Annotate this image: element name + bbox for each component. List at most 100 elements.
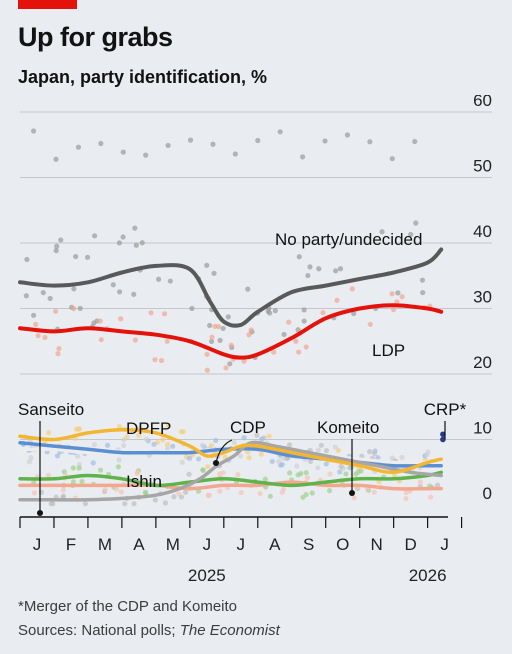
poll-dot: [246, 332, 252, 338]
poll-dot: [323, 461, 329, 467]
poll-dot: [162, 500, 169, 506]
poll-dot: [205, 492, 211, 498]
poll-dot: [170, 443, 176, 449]
poll-dot: [390, 307, 397, 313]
poll-dot: [269, 458, 275, 465]
poll-dot: [148, 310, 154, 316]
poll-dot: [58, 237, 64, 243]
poll-dot: [276, 458, 282, 464]
poll-dot: [334, 297, 340, 303]
chart-subtitle: Japan, party identification, %: [18, 67, 268, 87]
poll-dot: [220, 325, 226, 332]
poll-dot: [307, 264, 313, 270]
x-tick-label: O: [336, 535, 349, 554]
poll-dot: [114, 486, 120, 492]
poll-dot: [277, 129, 283, 135]
poll-dot: [97, 467, 104, 473]
poll-dot: [122, 501, 128, 507]
poll-dot: [403, 489, 409, 496]
x-tick-label: M: [98, 535, 112, 554]
poll-dot: [399, 454, 405, 461]
label-sanseito: Sanseito: [18, 400, 84, 419]
poll-dot: [248, 327, 254, 333]
poll-dot: [186, 455, 193, 461]
poll-dot: [195, 488, 202, 494]
poll-dot: [280, 455, 287, 462]
label-ldp: LDP: [372, 341, 405, 360]
poll-dot: [131, 291, 137, 297]
poll-dot: [337, 469, 343, 475]
poll-dot: [176, 491, 182, 497]
poll-dot: [379, 229, 385, 235]
poll-dot: [296, 254, 302, 260]
poll-dot: [31, 490, 38, 496]
poll-dot: [335, 447, 341, 454]
poll-dot: [98, 337, 104, 343]
poll-dot: [200, 467, 206, 473]
poll-dot: [271, 349, 277, 355]
series-lines: [18, 247, 444, 502]
poll-dot: [420, 289, 426, 296]
y-tick-label: 30: [473, 288, 492, 307]
leader-dot-sanseito: [37, 510, 43, 516]
poll-dot: [118, 489, 125, 495]
poll-dot: [304, 475, 311, 481]
sources: Sources: National polls; The Economist: [18, 622, 280, 639]
poll-dot: [73, 253, 79, 260]
label-cdp: CDP: [230, 418, 266, 437]
poll-dot: [301, 318, 307, 324]
poll-dot: [110, 282, 116, 288]
poll-dot: [71, 306, 77, 312]
poll-dot: [152, 497, 158, 503]
series-line-ishin: [18, 470, 443, 488]
poll-dot: [300, 494, 306, 500]
poll-dot: [403, 496, 409, 502]
poll-dot: [231, 439, 238, 446]
poll-dot: [389, 455, 395, 461]
poll-dot: [33, 321, 39, 328]
poll-dot: [116, 423, 123, 430]
poll-dot: [227, 361, 233, 367]
x-tick-label: S: [303, 535, 314, 554]
poll-dot: [75, 426, 82, 432]
poll-dot: [53, 248, 59, 254]
poll-dot: [53, 156, 59, 162]
poll-dot: [204, 351, 210, 357]
poll-dot: [167, 278, 173, 284]
poll-dot: [295, 472, 301, 478]
x-tick-label: J: [237, 535, 246, 554]
poll-dot: [120, 149, 126, 155]
label-crp: CRP*: [424, 400, 467, 419]
poll-dot: [241, 358, 247, 364]
poll-dot: [143, 436, 150, 442]
poll-dot: [208, 442, 214, 449]
poll-dot: [353, 471, 359, 477]
poll-dot: [301, 307, 307, 313]
poll-dot: [76, 465, 82, 471]
poll-dot: [84, 254, 91, 260]
poll-dot: [408, 231, 414, 238]
poll-dot: [120, 234, 126, 240]
poll-dot: [225, 314, 231, 320]
poll-dot: [121, 442, 127, 449]
label-dpfp: DPFP: [126, 419, 171, 438]
y-tick-label: 20: [473, 353, 492, 372]
poll-dot: [349, 286, 355, 292]
x-tick-label: N: [371, 535, 383, 554]
poll-dot: [56, 345, 62, 352]
poll-dot: [266, 433, 272, 439]
poll-dot: [371, 489, 377, 495]
x-tick-label: A: [269, 535, 281, 554]
poll-dot: [164, 446, 171, 452]
poll-dot: [296, 349, 302, 355]
leader-dot-cdp: [213, 460, 219, 466]
x-tick-label: J: [440, 535, 449, 554]
poll-dot: [71, 286, 77, 292]
series-line-ldp: [18, 303, 444, 360]
poll-dot: [165, 422, 171, 428]
poll-dot: [40, 289, 46, 296]
poll-dot: [35, 333, 41, 339]
poll-dot: [208, 338, 215, 345]
poll-dot: [42, 334, 48, 341]
poll-dot: [90, 460, 96, 466]
